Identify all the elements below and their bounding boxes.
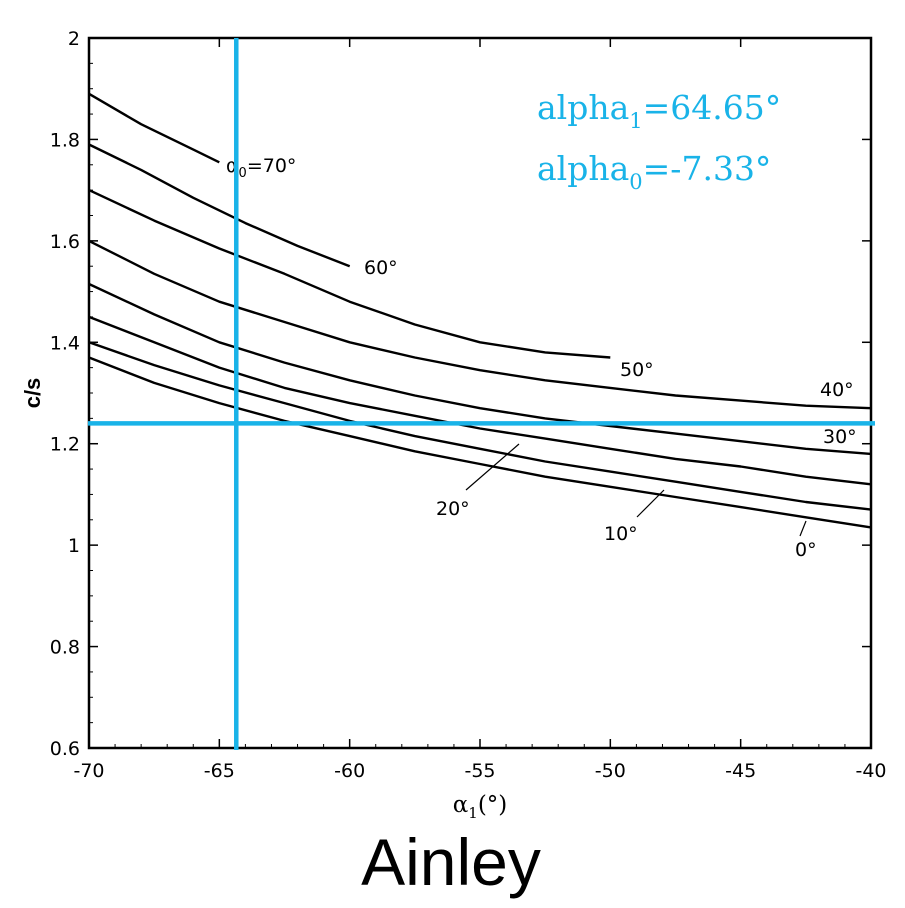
x-tick-label: -65 bbox=[204, 760, 235, 782]
x-axis-label: α1(°) bbox=[453, 792, 508, 822]
x-tick-label: -60 bbox=[334, 760, 365, 782]
y-tick-label: 0.8 bbox=[50, 637, 80, 659]
annotation-alpha1: alpha1=64.65° bbox=[537, 88, 781, 133]
curve-labels: α0=70°60°50°40°30°20°10°0° bbox=[226, 155, 857, 561]
curve-60deg bbox=[88, 143, 351, 268]
curve-70deg bbox=[88, 92, 220, 164]
x-tick-labels: -70 -65 -60 -55 -50 -45 -40 bbox=[73, 760, 886, 782]
annotation-alpha0: alpha0=-7.33° bbox=[537, 149, 771, 194]
y-tick-label: 1 bbox=[68, 535, 80, 557]
y-tick-labels: 0.6 0.8 1 1.2 1.4 1.6 1.8 2 bbox=[50, 28, 80, 760]
curve-label-40deg: 40° bbox=[820, 379, 854, 401]
curves bbox=[88, 92, 872, 529]
plot-frame bbox=[87, 36, 873, 750]
y-axis-label: c/s bbox=[20, 378, 45, 409]
curve-label-50deg: 50° bbox=[620, 359, 654, 381]
ticks bbox=[88, 37, 872, 749]
curve-label-10deg: 10° bbox=[604, 523, 638, 545]
y-tick-label: 0.6 bbox=[50, 738, 80, 760]
y-tick-label: 1.4 bbox=[50, 332, 80, 354]
curve-50deg bbox=[88, 189, 611, 359]
x-tick-label: -70 bbox=[73, 760, 104, 782]
x-tick-label: -45 bbox=[725, 760, 756, 782]
x-tick-label: -55 bbox=[464, 760, 495, 782]
chart-caption: Ainley bbox=[361, 825, 541, 899]
curve-0deg bbox=[88, 356, 872, 529]
x-tick-label: -40 bbox=[855, 760, 886, 782]
y-tick-label: 1.6 bbox=[50, 231, 80, 253]
curve-40deg bbox=[88, 239, 872, 410]
leader-0deg bbox=[799, 520, 807, 537]
curve-20deg bbox=[88, 315, 872, 486]
curve-label-20deg: 20° bbox=[436, 498, 470, 520]
reference-lines bbox=[88, 38, 875, 750]
curve-label-0deg: 0° bbox=[795, 539, 817, 561]
curve-label-60deg: 60° bbox=[364, 257, 398, 279]
y-tick-label: 1.8 bbox=[50, 129, 80, 151]
y-tick-label: 2 bbox=[68, 28, 80, 50]
y-tick-label: 1.2 bbox=[50, 434, 80, 456]
leader-20deg bbox=[465, 443, 520, 491]
x-tick-label: -50 bbox=[595, 760, 626, 782]
curve-label-30deg: 30° bbox=[823, 426, 857, 448]
leader-10deg bbox=[636, 489, 665, 518]
curve-30deg bbox=[88, 282, 872, 456]
curve-10deg bbox=[88, 341, 872, 511]
